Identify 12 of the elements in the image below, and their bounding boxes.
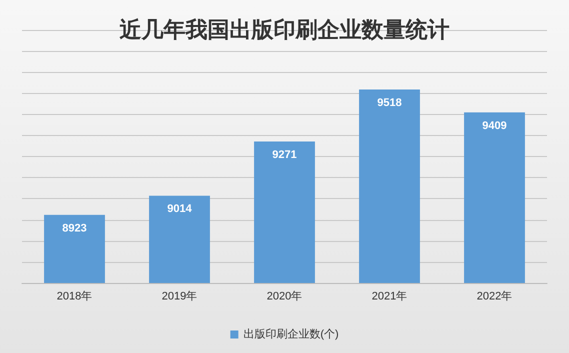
x-tick-label: 2022年	[476, 290, 512, 302]
x-tick-label: 2018年	[56, 290, 92, 302]
data-label: 8923	[62, 222, 87, 234]
legend-label: 出版印刷企业数(个)	[243, 328, 339, 340]
data-label: 9518	[377, 96, 402, 109]
chart-title: 近几年我国出版印刷企业数量统计	[118, 17, 450, 43]
x-tick-label: 2021年	[372, 290, 408, 302]
data-label: 9014	[167, 203, 193, 216]
data-label: 9409	[482, 120, 507, 132]
x-tick-label: 2020年	[266, 290, 302, 302]
data-label: 9271	[272, 149, 297, 162]
x-tick-label: 2019年	[162, 290, 198, 302]
